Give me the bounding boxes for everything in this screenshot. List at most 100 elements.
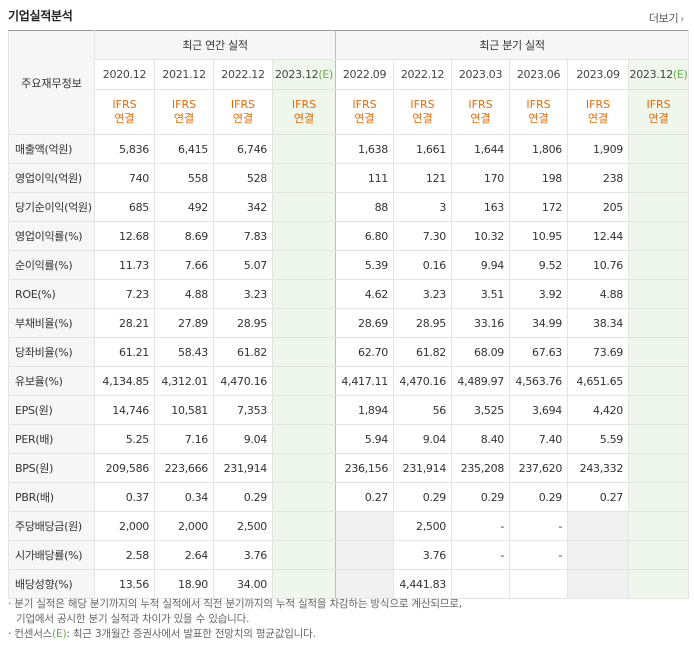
row-label: 영업이익(억원)	[8, 163, 95, 193]
table-cell: 5.39	[335, 250, 395, 280]
row-label: 유보율(%)	[8, 366, 95, 396]
row-label: 순이익률(%)	[8, 250, 95, 280]
table-cell	[567, 569, 630, 599]
table-cell: 243,332	[567, 453, 630, 483]
table-cell: 4.88	[567, 279, 630, 309]
table-cell: 0.29	[451, 482, 511, 512]
standard-line1: IFRS	[171, 98, 197, 111]
table-cell: 1,806	[509, 134, 569, 164]
table-cell	[271, 308, 337, 338]
standard-label: IFRS 연결	[94, 89, 155, 135]
standard-line1: IFRS	[112, 98, 137, 111]
standard-line2: 연결	[293, 112, 315, 125]
table-cell	[628, 366, 690, 396]
standard-line1: IFRS	[291, 98, 317, 111]
standard-line1: IFRS	[646, 98, 671, 111]
standard-line2: 연결	[648, 112, 669, 125]
table-row: 유보율(%) 4,134.85 4,312.01 4,470.16 4,417.11 4,…	[8, 366, 690, 396]
table-cell: 3.51	[451, 279, 511, 309]
table-cell	[628, 163, 690, 193]
standard-line2: 연결	[412, 112, 433, 125]
standard-line2: 연결	[173, 112, 195, 125]
table-cell: 2,000	[94, 511, 155, 541]
table-cell: 6,415	[154, 134, 214, 164]
table-cell	[271, 540, 337, 570]
more-label[interactable]: 더보기	[648, 12, 679, 25]
table-cell: 3.76	[213, 540, 273, 570]
table-cell: 9.04	[213, 424, 273, 454]
standard-line2: 연결	[587, 112, 609, 125]
table-cell: 4,441.83	[393, 569, 453, 599]
table-cell: 2.64	[154, 540, 214, 570]
table-cell: 0.27	[335, 482, 395, 512]
table-cell: 14,746	[94, 395, 155, 425]
standard-line2: 연결	[470, 112, 491, 125]
table-cell: 8.40	[451, 424, 511, 454]
standard-label: IFRS 연결	[451, 89, 511, 135]
row-label: PER(배)	[8, 424, 95, 454]
table-cell: 209,586	[94, 453, 155, 483]
table-cell	[271, 337, 337, 367]
footnote-1: · 분기 실적은 해당 분기까지의 누적 실적에서 직전 분기까지의 누적 실적…	[8, 598, 462, 610]
table-cell	[335, 511, 395, 541]
estimate-marker: (E)	[318, 68, 334, 81]
table-cell: 7,353	[213, 395, 273, 425]
table-cell	[509, 569, 569, 599]
table-cell: 9.04	[393, 424, 453, 454]
quarter-group-header: 최근 분기 실적	[335, 30, 690, 60]
financial-table: 주요재무정보 최근 연간 실적 최근 분기 실적 2020.12 2021.12 2…	[8, 30, 690, 599]
table-cell: 4,470.16	[213, 366, 273, 396]
table-row: PBR(배) 0.37 0.34 0.29 0.27 0.29 0.29 0.29 0.27	[8, 482, 690, 512]
footnote-2: · 컨센서스(E): 최근 3개월간 증권사에서 발표한 전망치의 평균값입니다…	[8, 628, 316, 640]
standard-line1: IFRS	[352, 98, 377, 111]
table-cell: 0.29	[393, 482, 453, 512]
table-cell: 9.94	[451, 250, 511, 280]
more-link[interactable]: 더보기 ›	[649, 10, 684, 26]
table-cell: 1,909	[567, 134, 630, 164]
table-cell: 27.89	[154, 308, 214, 338]
table-cell: 198	[509, 163, 569, 193]
table-cell: 5.25	[94, 424, 155, 454]
table-cell: 3.23	[213, 279, 273, 309]
table-cell: 0.34	[154, 482, 214, 512]
table-cell: 7.83	[213, 221, 273, 251]
table-cell: 4,489.97	[451, 366, 511, 396]
table-cell: 28.21	[94, 308, 155, 338]
period-header: 2021.12	[154, 59, 214, 90]
row-label: 주당배당금(원)	[8, 511, 95, 541]
chevron-right-icon: ›	[680, 14, 684, 25]
table-cell: 235,208	[451, 453, 511, 483]
table-cell: 56	[393, 395, 453, 425]
table-cell: 1,638	[335, 134, 395, 164]
row-label: 부채비율(%)	[8, 308, 95, 338]
table-cell: 238	[567, 163, 630, 193]
table-cell: 4,563.76	[509, 366, 569, 396]
table-cell: -	[451, 511, 511, 541]
table-cell: 4,312.01	[154, 366, 214, 396]
table-cell	[271, 482, 337, 512]
table-cell: 342	[213, 192, 273, 222]
period-header: 2020.12	[94, 59, 155, 90]
table-cell: 7.40	[509, 424, 569, 454]
table-cell	[271, 395, 337, 425]
table-cell: 3.23	[393, 279, 453, 309]
table-cell: -	[509, 540, 569, 570]
table-cell	[271, 569, 337, 599]
table-cell: -	[451, 540, 511, 570]
table-cell	[567, 511, 630, 541]
standard-label: IFRS 연결	[509, 89, 569, 135]
table-cell	[335, 540, 395, 570]
table-cell: 34.99	[509, 308, 569, 338]
standard-label: IFRS 연결	[628, 89, 690, 135]
table-cell	[335, 569, 395, 599]
table-cell	[271, 453, 337, 483]
table-cell	[271, 250, 337, 280]
table-row: 주당배당금(원) 2,000 2,000 2,500 2,500- -	[8, 511, 690, 541]
table-cell: 4,470.16	[393, 366, 453, 396]
table-cell: 88	[335, 192, 395, 222]
table-cell: 34.00	[213, 569, 273, 599]
period-header: 2022.09	[335, 59, 395, 90]
table-cell: 0.16	[393, 250, 453, 280]
table-cell: 4,417.11	[335, 366, 395, 396]
table-cell: 3,694	[509, 395, 569, 425]
